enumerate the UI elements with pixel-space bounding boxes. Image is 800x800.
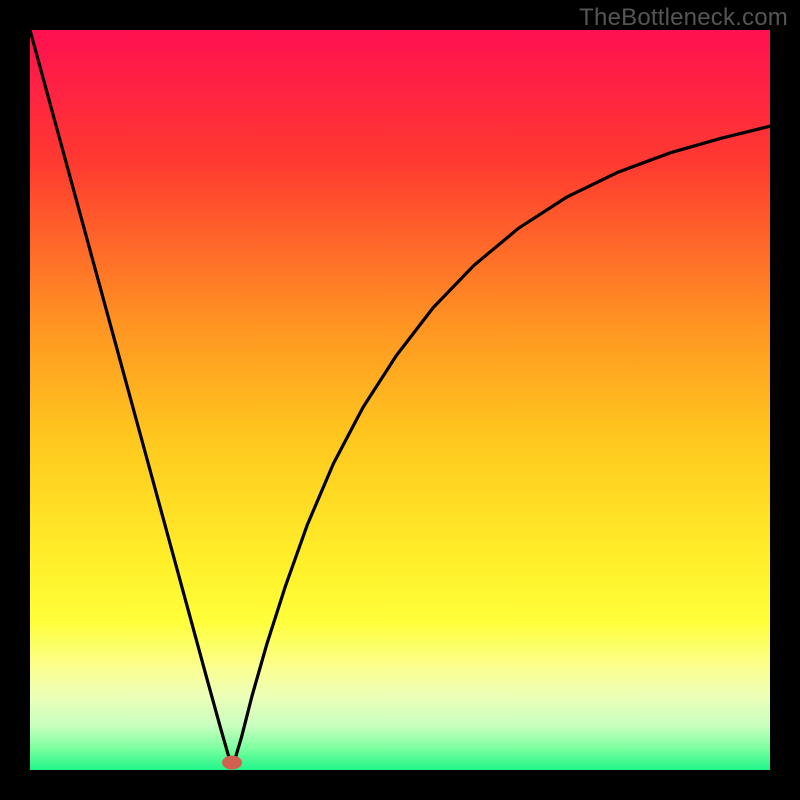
minimum-marker <box>222 756 242 770</box>
gradient-background <box>30 30 770 770</box>
plot-area <box>30 30 770 770</box>
chart-frame: TheBottleneck.com <box>0 0 800 800</box>
watermark-text: TheBottleneck.com <box>579 4 788 32</box>
plot-svg <box>30 30 770 770</box>
